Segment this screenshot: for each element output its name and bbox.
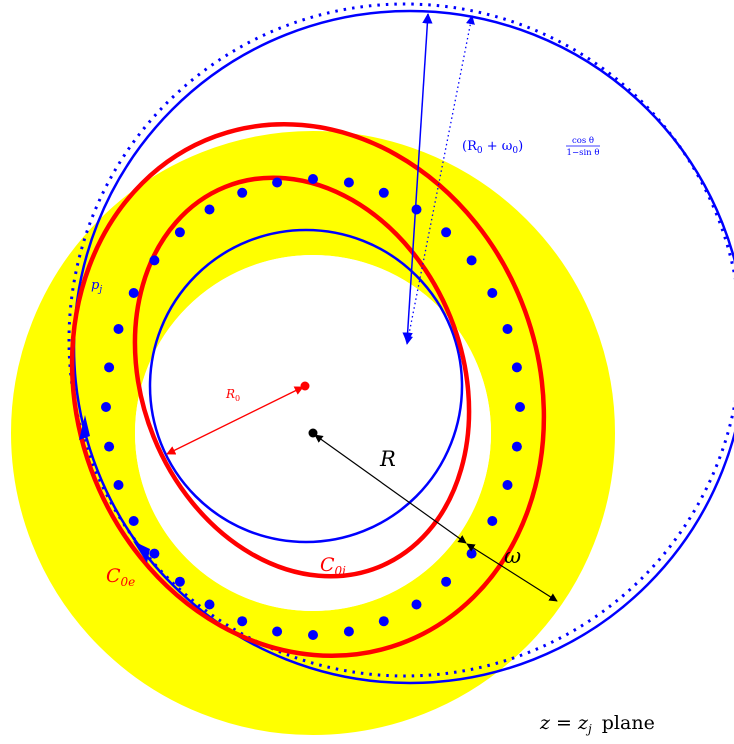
yellow-annulus xyxy=(11,131,615,735)
omega-arrow xyxy=(466,543,558,602)
distance-arrow-dotted xyxy=(404,15,475,345)
sample-point xyxy=(441,576,452,587)
r-arrow xyxy=(314,434,467,544)
c0i-label: C0i xyxy=(320,554,346,578)
sample-point xyxy=(237,616,248,627)
sample-point xyxy=(511,362,522,373)
sample-point xyxy=(174,227,185,238)
pj-label: pj xyxy=(91,278,102,295)
sample-point xyxy=(104,362,115,373)
sample-point xyxy=(204,204,215,215)
sample-point xyxy=(466,255,477,266)
blue-dotted-circle xyxy=(67,2,734,678)
sample-point xyxy=(149,548,160,559)
blue-inner-circle xyxy=(148,228,464,544)
sample-point xyxy=(104,441,115,452)
sample-point xyxy=(378,187,389,198)
sample-point xyxy=(502,324,513,334)
sample-point xyxy=(204,599,215,610)
sample-point xyxy=(128,516,139,526)
sample-point xyxy=(149,255,160,266)
sample-point xyxy=(502,480,513,490)
c0e-label: C0e xyxy=(106,565,135,589)
sample-point xyxy=(237,187,248,198)
direction-arrow-upper xyxy=(79,415,90,440)
sample-point xyxy=(515,402,525,412)
sample-point xyxy=(441,227,452,238)
r0-arrow xyxy=(166,386,304,455)
sample-point xyxy=(343,177,354,188)
sample-points xyxy=(101,174,525,640)
sample-point xyxy=(466,548,477,559)
sample-point xyxy=(308,630,318,640)
sample-point xyxy=(411,204,422,215)
sample-point xyxy=(113,324,124,334)
red-curve-c0e xyxy=(69,122,547,658)
sample-point xyxy=(272,177,283,188)
sample-point xyxy=(411,599,422,610)
omega-label: ω xyxy=(504,544,521,568)
sample-point xyxy=(113,480,124,490)
fraction-denominator: 1−sin θ xyxy=(567,148,600,158)
sample-point xyxy=(174,576,185,587)
sample-point xyxy=(128,288,139,298)
direction-arrow-lower xyxy=(133,541,150,563)
sample-point xyxy=(378,616,389,627)
red-center-dot xyxy=(300,381,310,391)
sample-point xyxy=(343,626,354,637)
r-label: R xyxy=(379,447,396,471)
sample-point xyxy=(511,441,522,452)
fraction-numerator: cos θ xyxy=(572,136,594,146)
distance-label: (R0 + ω0) xyxy=(462,139,523,156)
sample-point xyxy=(101,402,111,412)
sample-point xyxy=(487,288,498,298)
sample-point xyxy=(272,626,283,637)
r0-label: R0 xyxy=(225,387,240,403)
plane-label: z = zj plane xyxy=(539,712,655,736)
sample-point xyxy=(487,516,498,526)
sample-point xyxy=(308,174,318,184)
